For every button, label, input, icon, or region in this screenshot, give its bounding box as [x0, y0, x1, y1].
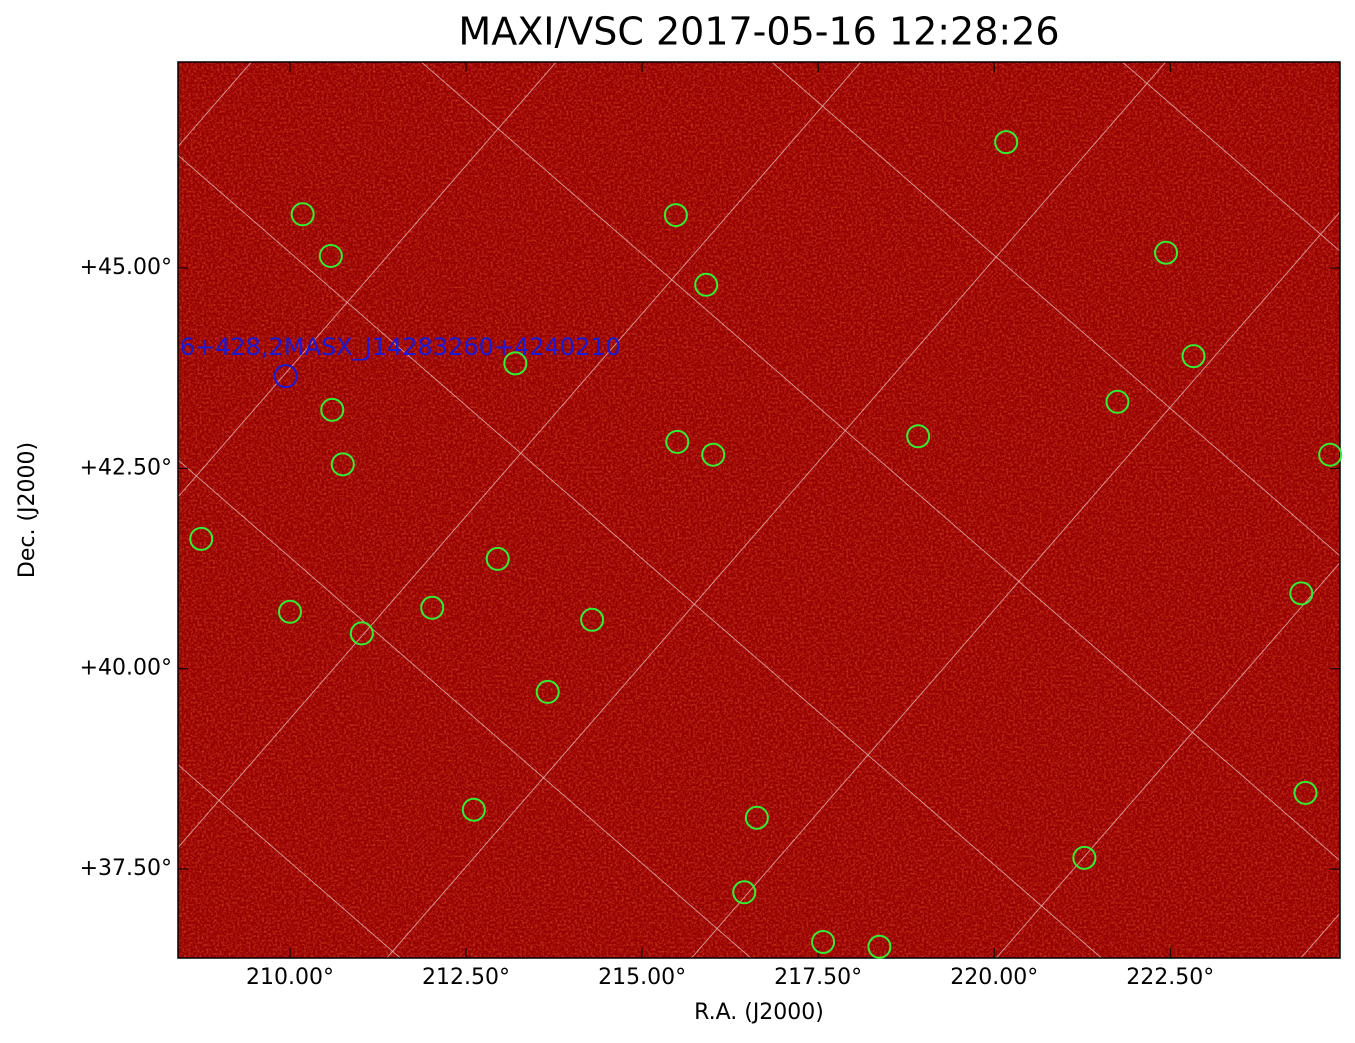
x-tick-label: 222.50° — [1126, 965, 1214, 990]
y-tick-label: +45.00° — [80, 255, 172, 280]
source-marker — [744, 805, 769, 830]
source-marker — [277, 599, 302, 624]
source-marker — [535, 679, 560, 704]
source-marker — [503, 351, 528, 376]
source-marker — [318, 243, 343, 268]
source-marker — [701, 442, 726, 467]
source-marker — [1318, 442, 1343, 467]
source-marker — [485, 546, 510, 571]
source-marker — [1105, 389, 1130, 414]
source-marker — [732, 880, 757, 905]
chart-title: MAXI/VSC 2017-05-16 12:28:26 — [458, 10, 1059, 54]
source-marker — [665, 429, 690, 454]
x-tick-label: 215.00° — [598, 965, 686, 990]
source-marker — [694, 272, 719, 297]
source-marker — [1181, 344, 1206, 369]
x-axis-label: R.A. (J2000) — [694, 1000, 824, 1025]
source-marker — [189, 526, 214, 551]
x-tick-label: 210.00° — [246, 965, 334, 990]
annotation-label: 6+428,2MASX_J14283260+4240210 — [180, 333, 621, 361]
y-tick-label: +42.50° — [80, 455, 172, 480]
source-marker — [906, 424, 931, 449]
y-tick-label: +40.00° — [80, 656, 172, 681]
source-marker — [811, 929, 836, 954]
source-marker — [663, 203, 688, 228]
plot-frame — [177, 61, 1341, 959]
sky-image — [178, 62, 1340, 958]
x-tick-label: 212.50° — [422, 965, 510, 990]
source-marker — [1293, 780, 1318, 805]
source-marker — [994, 130, 1019, 155]
y-tick-label: +37.50° — [80, 856, 172, 881]
source-marker — [420, 595, 445, 620]
x-tick-label: 217.50° — [774, 965, 862, 990]
source-marker — [330, 452, 355, 477]
source-marker — [580, 607, 605, 632]
source-marker — [290, 202, 315, 227]
source-marker — [461, 797, 486, 822]
y-axis-label: Dec. (J2000) — [15, 442, 40, 578]
source-marker — [349, 621, 374, 646]
source-marker — [320, 397, 345, 422]
annotation-marker — [273, 364, 298, 389]
source-marker — [1072, 845, 1097, 870]
x-tick-label: 220.00° — [950, 965, 1038, 990]
source-marker — [867, 934, 892, 959]
source-marker — [1289, 581, 1314, 606]
source-marker — [1154, 240, 1179, 265]
